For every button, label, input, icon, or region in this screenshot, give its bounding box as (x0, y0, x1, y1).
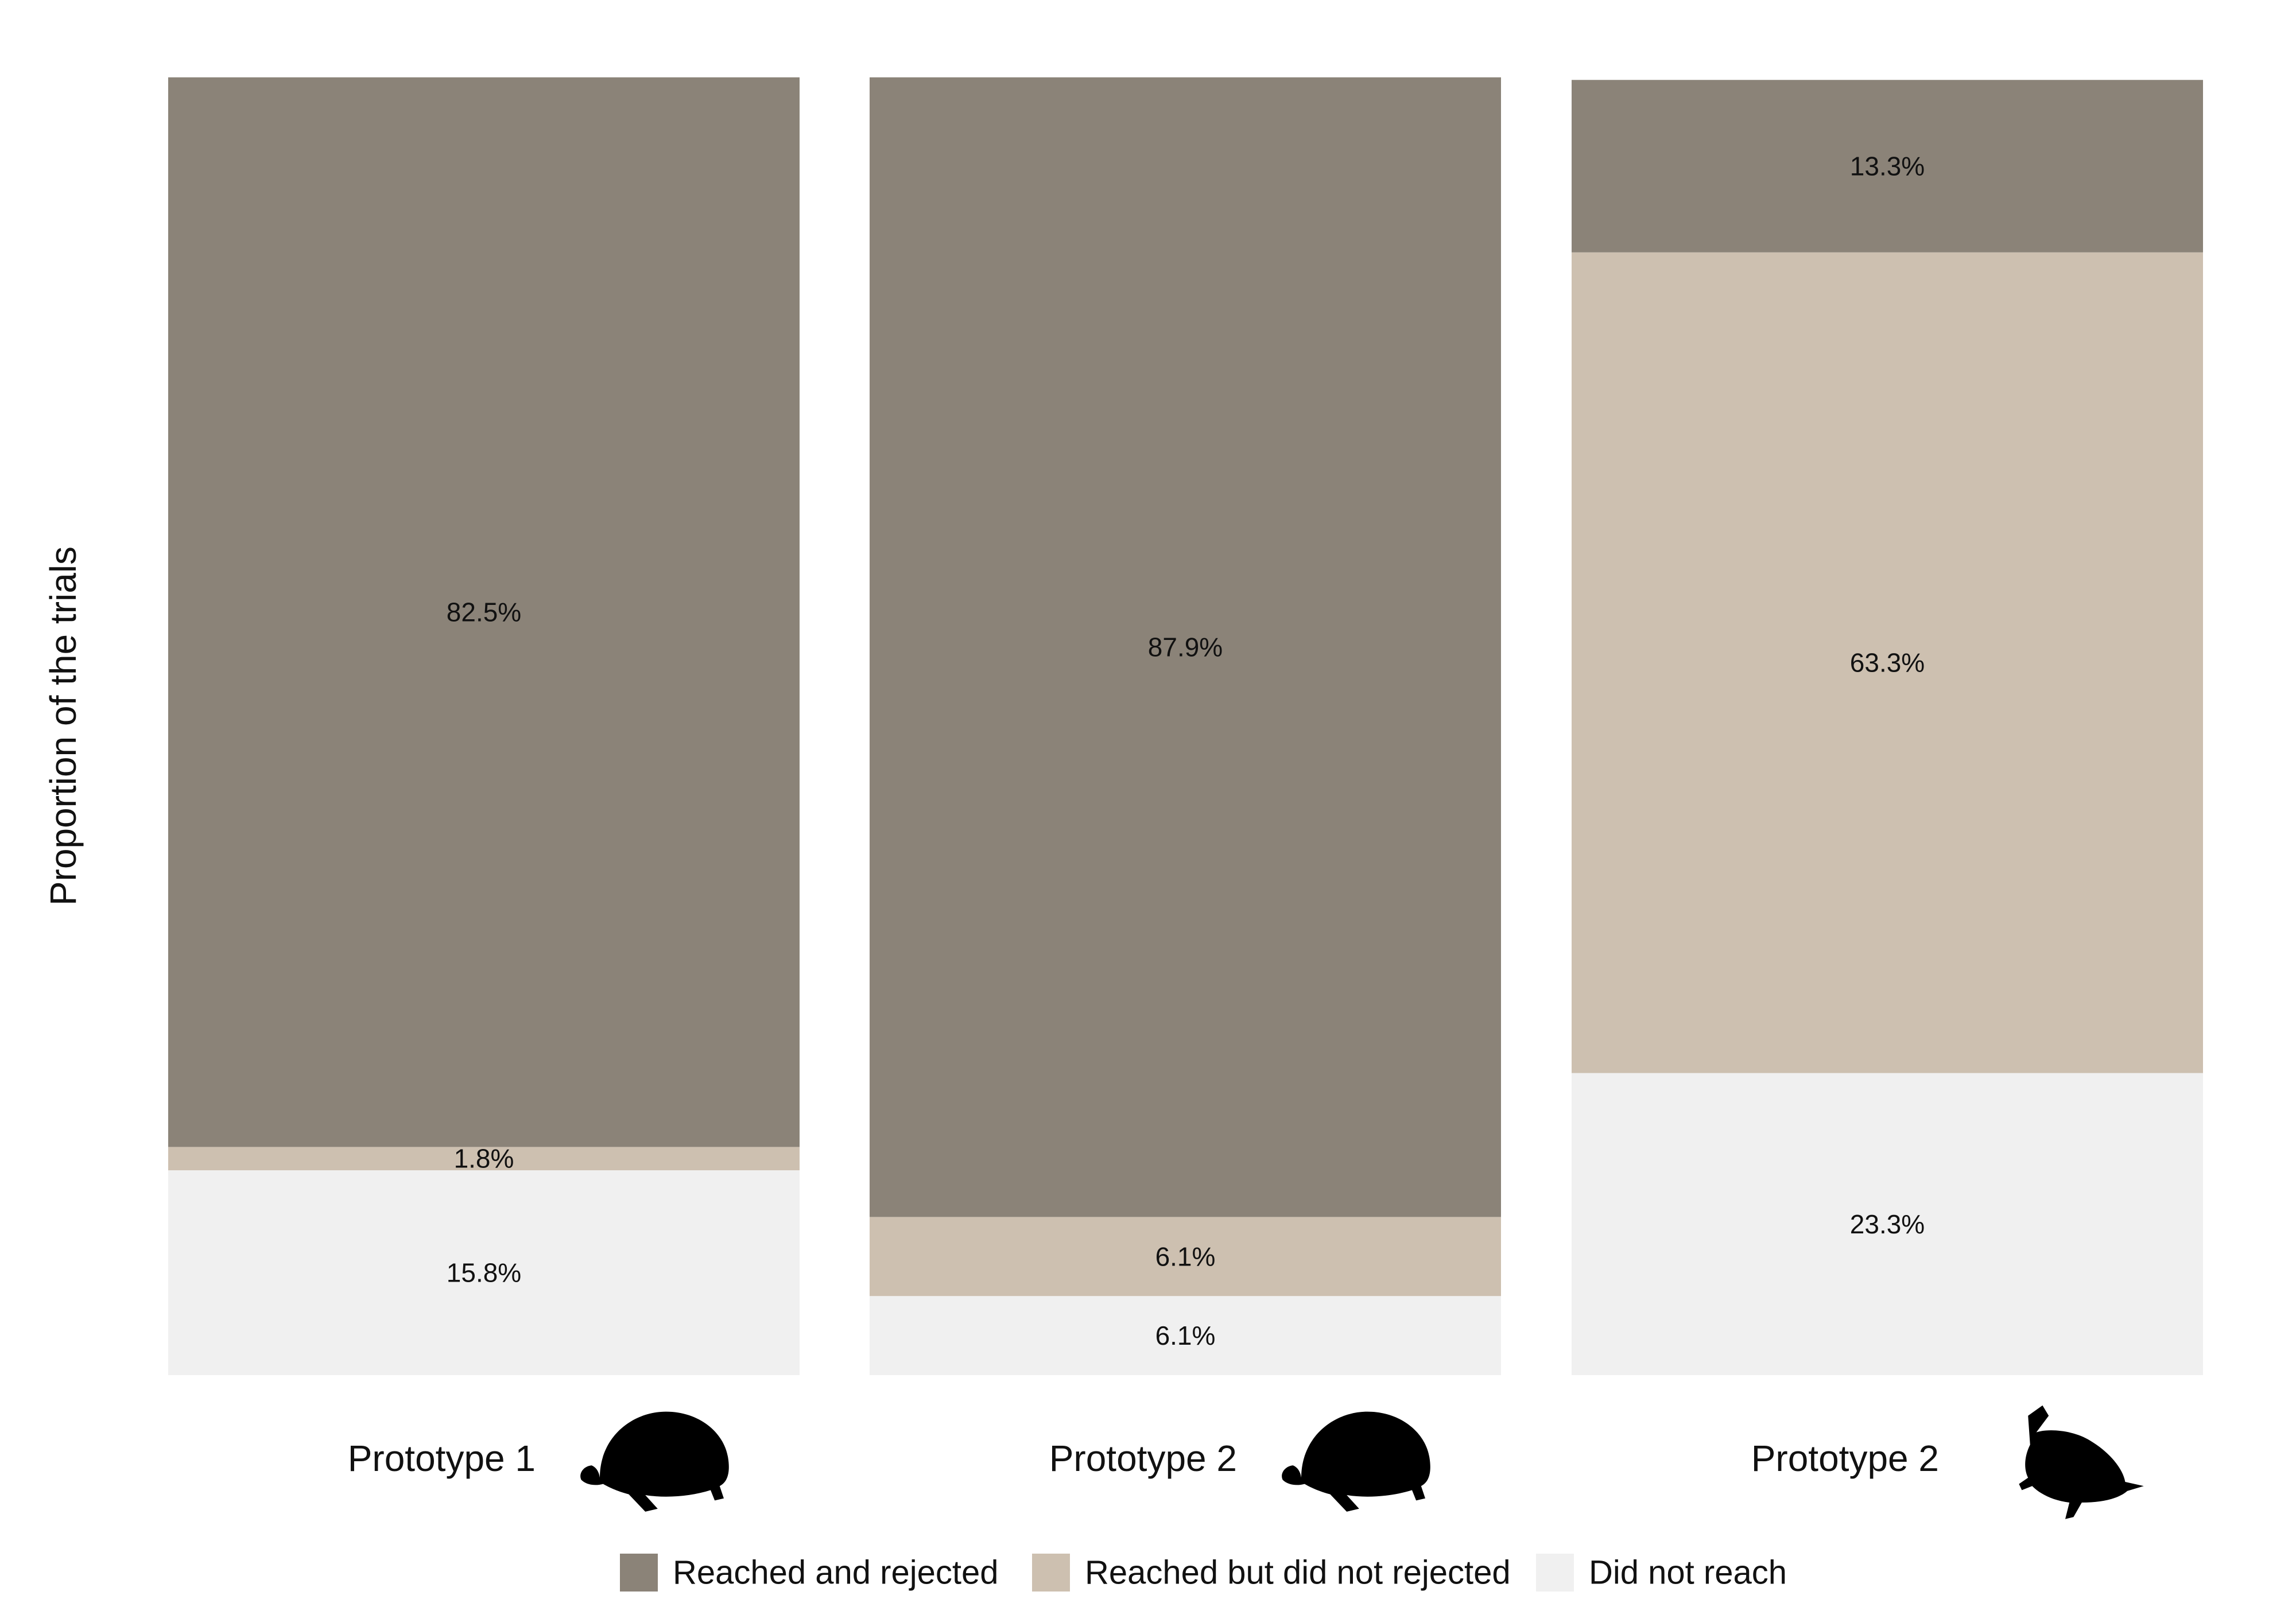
data-label-3-2: 63.3% (1850, 648, 1925, 678)
data-label-1-2: 1.8% (454, 1144, 514, 1174)
legend-label-2: Reached but did not rejected (1085, 1554, 1511, 1592)
legend-label-1: Reached and rejected (673, 1554, 999, 1592)
bar-segment-2-2 (870, 1217, 1501, 1297)
category-labels: Prototype 1 Prototype 2 Prototype 2 (348, 1405, 2144, 1519)
legend-label-3: Did not reach (1589, 1554, 1787, 1592)
y-axis-title: Proportion of the trials (42, 546, 84, 906)
bar-segment-1-3 (168, 1170, 800, 1375)
bar-segment-3-3 (1572, 1073, 2203, 1375)
tortoise-silhouette-icon (580, 1411, 729, 1512)
bar-segment-3-1 (1572, 80, 2203, 253)
legend-swatch-2 (1032, 1554, 1070, 1592)
tortoise-silhouette-icon (1282, 1411, 1430, 1512)
data-label-2-2: 6.1% (1155, 1241, 1216, 1271)
category-label-3: Prototype 2 (1751, 1438, 1939, 1479)
data-label-1-1: 82.5% (447, 597, 521, 627)
data-label-2-3: 6.1% (1155, 1321, 1216, 1350)
legend-swatch-3 (1536, 1554, 1574, 1592)
bars-layer: 15.8% 1.8% 82.5% 6.1% 6.1% 87.9% 23.3% 63.3% 13.… (168, 77, 2203, 1375)
turtle-silhouette-icon (2019, 1405, 2144, 1519)
bar-segment-2-3 (870, 1296, 1501, 1375)
data-label-3-1: 13.3% (1850, 151, 1925, 181)
bar-segment-1-1 (168, 77, 800, 1147)
bar-segment-2-1 (870, 77, 1501, 1217)
legend-swatch-1 (620, 1554, 658, 1592)
bar-segment-1-2 (168, 1147, 800, 1171)
category-label-1: Prototype 1 (348, 1438, 536, 1479)
bar-segment-3-2 (1572, 252, 2203, 1073)
data-label-2-1: 87.9% (1148, 632, 1223, 662)
data-label-3-3: 23.3% (1850, 1209, 1925, 1239)
data-label-1-3: 15.8% (447, 1258, 521, 1288)
category-label-2: Prototype 2 (1049, 1438, 1237, 1479)
legend: Reached and rejected Reached but did not … (620, 1554, 1787, 1592)
